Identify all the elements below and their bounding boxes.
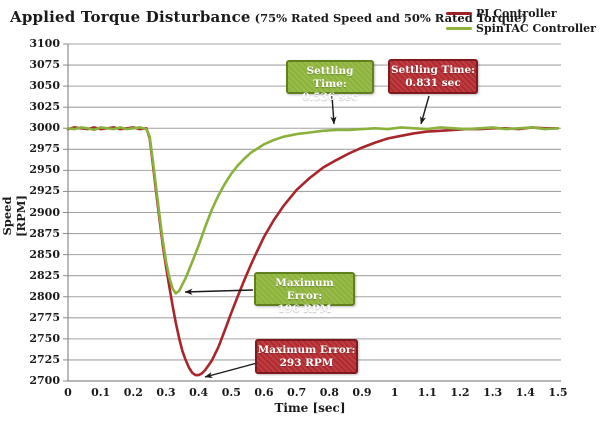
x-tick-label: 0.6 (254, 386, 274, 399)
settling-time-callout-pi: Settling Time: 0.831 sec (388, 59, 478, 94)
y-tick-label: 2950 (29, 163, 60, 177)
x-tick-label: 1.3 (483, 386, 503, 399)
annotation-arrow (204, 362, 258, 379)
legend-item-pi-controller: PI Controller (446, 6, 596, 21)
callout-text: Maximum Error: (257, 344, 356, 356)
legend-label-pi: PI Controller (476, 7, 557, 20)
x-axis-title: Time [sec] (274, 401, 346, 415)
x-tick-label: 0.9 (352, 386, 372, 399)
annotation-arrow (330, 95, 337, 125)
x-tick-label: 0.5 (221, 386, 241, 399)
x-tick-label: 0.1 (91, 386, 111, 399)
y-tick-label: 2925 (29, 184, 60, 198)
y-axis-title: Speed [RPM] (0, 195, 28, 237)
x-tick-label: 1.5 (548, 386, 568, 399)
callout-text: Settling Time: (390, 64, 476, 76)
legend: PI Controller SpinTAC Controller (446, 6, 596, 36)
callout-value: 0.831 sec (405, 77, 461, 89)
max-error-callout-pi: Maximum Error: 293 RPM (255, 339, 358, 374)
y-tick-label: 2825 (29, 268, 60, 282)
callout-value: 196 RPM (277, 303, 332, 315)
y-tick-label: 2750 (29, 331, 60, 345)
max-error-callout-spintac: Maximum Error: 196 RPM (254, 272, 355, 315)
chart-title-main: Applied Torque Disturbance (10, 8, 251, 26)
legend-item-spintac-controller: SpinTAC Controller (446, 21, 596, 36)
x-tick-label: 0.2 (123, 386, 143, 399)
spintac-controller-line (66, 126, 560, 295)
y-tick-label: 2775 (29, 310, 60, 324)
pi-controller-line (66, 126, 560, 377)
y-tick-label: 2975 (29, 142, 60, 156)
x-tick-label: 0.7 (287, 386, 307, 399)
annotation-arrow (420, 95, 430, 125)
x-tick-label: 1.4 (515, 386, 535, 399)
x-tick-label: 1.2 (450, 386, 470, 399)
x-tick-label: 1 (390, 386, 399, 399)
y-tick-label: 3100 (29, 37, 60, 50)
y-tick-label: 2875 (29, 226, 60, 240)
y-tick-label: 2850 (29, 247, 60, 261)
callout-text: Settling Time: (306, 65, 354, 90)
y-tick-label: 2900 (29, 205, 60, 219)
callout-text: Maximum Error: (275, 277, 334, 302)
x-tick-label: 0.3 (156, 386, 176, 399)
callout-value: 0.536 sec (302, 91, 358, 103)
y-tick-label: 3000 (29, 121, 60, 135)
legend-label-spintac: SpinTAC Controller (476, 22, 596, 35)
spintac-line-swatch (446, 27, 472, 30)
x-tick-label: 0.4 (189, 386, 209, 399)
callout-value: 293 RPM (279, 357, 334, 369)
y-tick-label: 2700 (29, 374, 60, 387)
x-tick-label: 0.8 (319, 386, 339, 399)
pi-line-swatch (446, 12, 472, 15)
y-tick-label: 3025 (29, 100, 60, 114)
settling-time-callout-spintac: Settling Time: 0.536 sec (286, 60, 374, 103)
y-tick-label: 3075 (29, 58, 60, 72)
x-tick-label: 1.1 (417, 386, 437, 399)
y-tick-label: 2800 (29, 289, 60, 303)
annotation-arrow (184, 288, 254, 295)
y-tick-label: 3050 (29, 79, 60, 93)
y-tick-label: 2725 (29, 352, 60, 366)
x-tick-label: 0 (64, 386, 72, 399)
